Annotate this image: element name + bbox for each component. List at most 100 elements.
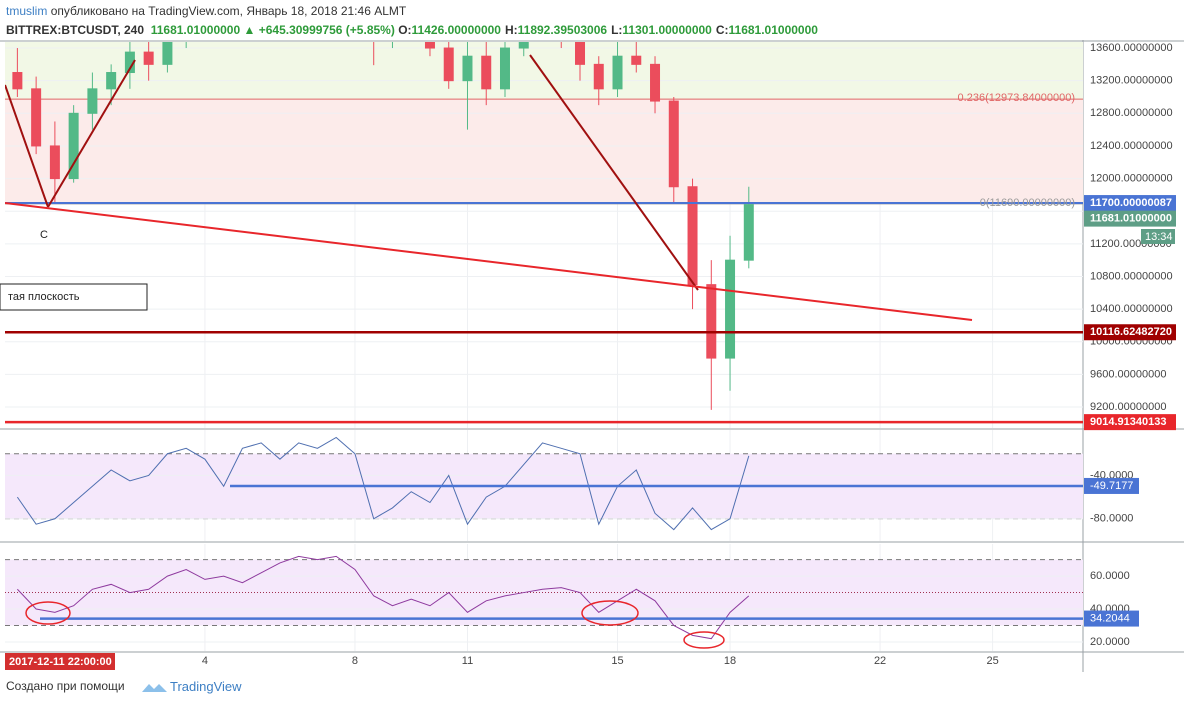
pane (5, 0, 1083, 424)
note-box (0, 283, 148, 311)
candle-body (687, 186, 698, 286)
annotation (581, 600, 639, 626)
candle-body (575, 42, 586, 65)
level-tag (1084, 210, 1176, 227)
countdown: 13:34 (1145, 231, 1173, 243)
candle-body (162, 42, 173, 65)
level-label: 34.2044 (1090, 612, 1130, 624)
cursor-label: 2017-12-11 22:00:00 (9, 656, 112, 668)
y-tick-label: 13200.00000000 (1090, 75, 1173, 87)
x-tick-label: 8 (352, 655, 358, 667)
ohlc: O:11426.00000000 H:11892.39503006 L:11301.… (398, 23, 822, 37)
y-tick-label: 20.0000 (1090, 636, 1130, 648)
change: +645.30999756 (+5.85%) (258, 23, 395, 37)
x-tick-label: 18 (724, 655, 736, 667)
candle-body (49, 145, 60, 180)
annotation (683, 631, 725, 649)
ohlc-value: 11681.01000000 (728, 23, 818, 37)
footer-brand[interactable]: TradingView (170, 679, 242, 694)
last: 11681.01000000 (150, 23, 241, 37)
ohlc-value: 11426.00000000 (411, 23, 501, 37)
fib-label: 0(11690.00000000) (980, 197, 1075, 209)
candle-body (650, 63, 661, 102)
candle-body (238, 0, 247, 28)
countdown-tag (1141, 229, 1175, 244)
candle-body (443, 47, 454, 82)
logo[interactable] (140, 680, 170, 696)
level-label: 9014.91340133 (1090, 416, 1166, 428)
candle-body (725, 259, 736, 359)
x-tick-label: 22 (874, 655, 886, 667)
chart: 4 8 11 15 18 22 25 9200.00000000 9600.00000000 10… (0, 0, 1184, 672)
candle-body (462, 55, 473, 82)
candle-body (518, 42, 529, 49)
candle-body (219, 7, 228, 27)
zone (5, 99, 1083, 204)
y-tick-label: 12400.00000000 (1090, 140, 1173, 152)
candle-body (106, 72, 117, 90)
level-label: 11681.01000000 (1090, 213, 1172, 225)
candle-body (593, 63, 604, 90)
ohlc-key: C: (715, 23, 729, 37)
y-tick-label: 13600.00000000 (1090, 42, 1173, 54)
header-symbol: BITTREX:BTCUSDT, 240 11681.01000000 ▲ +6… (6, 23, 822, 37)
candle-body (143, 51, 154, 65)
candle-body (350, 0, 359, 7)
candle-body (612, 55, 623, 90)
y-tick-label: 9600.00000000 (1090, 368, 1166, 380)
candle-body (200, 7, 209, 23)
y-tick-label: -80.0000 (1090, 513, 1133, 525)
candle-body (743, 204, 754, 261)
ohlc-key: O: (398, 23, 412, 37)
ohlc-key: H: (504, 23, 518, 37)
candle-body (557, 15, 566, 39)
y-tick-label: 9200.00000000 (1090, 401, 1166, 413)
y-tick-label: 12800.00000000 (1090, 107, 1173, 119)
pane (5, 555, 1083, 643)
candle-body (706, 284, 717, 359)
x-tick-label: 11 (462, 655, 473, 667)
y-tick-label: 60.0000 (1090, 570, 1130, 582)
zone (5, 42, 1083, 100)
candle-body (68, 112, 79, 180)
level-tag (1084, 324, 1176, 341)
y-tick-label: 10400.00000000 (1090, 303, 1173, 315)
point-label: C (40, 229, 48, 241)
annotation (25, 601, 71, 625)
candle-body (538, 15, 547, 23)
published: опубликовано на TradingView.com, Январь … (50, 4, 407, 18)
level-tag (1084, 477, 1139, 494)
note: тая плоскость (8, 291, 80, 303)
y-tick-label: 12000.00000000 (1090, 172, 1173, 184)
header-line: tmuslim опубликовано на TradingView.com,… (6, 4, 406, 18)
x-tick-label: 15 (611, 655, 623, 667)
candle-body (369, 7, 378, 31)
trend-line (47, 59, 136, 208)
candle-body (182, 24, 191, 36)
indicator-line (17, 555, 750, 640)
fib-label: 0.236(12973.84000000) (958, 92, 1075, 104)
x-tick-label: 25 (986, 655, 998, 667)
trend-line (529, 54, 699, 291)
y-tick-label: 10800.00000000 (1090, 270, 1173, 282)
level-label: 11700.00000087 (1090, 197, 1172, 209)
pane (5, 436, 1083, 531)
indicator-line (16, 436, 750, 531)
candle-body (631, 55, 642, 65)
level-label: 10116.62482720 (1090, 326, 1172, 338)
candle-body (668, 100, 679, 188)
candle-body (481, 55, 492, 90)
level-label: -49.7177 (1090, 480, 1133, 492)
cursor-tag (5, 653, 115, 670)
candle-body (407, 15, 416, 31)
x-tick-label: 4 (202, 655, 208, 667)
band (5, 559, 1083, 626)
arrow: ▲ (243, 23, 256, 37)
trend-line (5, 84, 49, 208)
trend-line (5, 202, 973, 321)
footer-text: Создано при помощи (6, 679, 125, 693)
candle-body (424, 42, 435, 49)
ohlc-key: L: (611, 23, 623, 37)
author[interactable]: tmuslim (6, 4, 48, 18)
